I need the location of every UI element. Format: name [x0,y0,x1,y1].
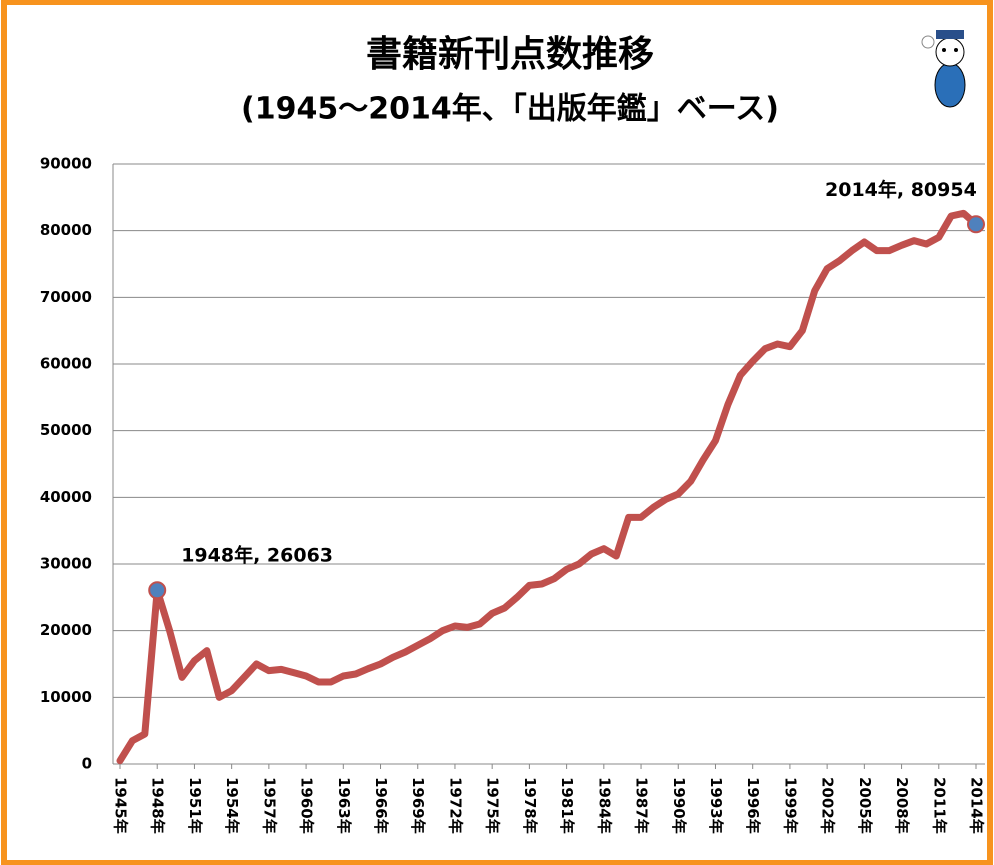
x-tick-label: 1990年 [670,777,688,834]
chart-title: 書籍新刊点数推移 [366,34,654,75]
x-tick-label: 1981年 [558,777,576,834]
y-tick-label: 0 [82,755,92,773]
x-tick-label: 1993年 [707,777,725,834]
chart: 書籍新刊点数推移 (1945〜2014年、「出版年鑑」ベース) 0 10000 20… [0,0,994,865]
x-tick-label: 1945年 [112,777,130,834]
y-tick-label: 70000 [40,288,92,306]
y-tick-label: 20000 [40,621,92,639]
highlight-marker [968,216,984,232]
x-tick-label: 2008年 [893,777,911,834]
y-tick-label: 50000 [40,421,92,439]
x-tick-label: 1975年 [484,777,502,834]
x-tick-label: 2014年 [968,777,986,834]
page: {"chart_data": {"type": "line", "title":… [0,0,994,865]
x-tick-label: 2002年 [819,777,837,834]
x-tick-label: 2005年 [856,777,874,834]
data-label: 2014年, 80954 [825,178,977,201]
x-tick-label: 1996年 [744,777,762,834]
x-tick-label: 1951年 [186,777,204,834]
x-tick-label: 1948年 [149,777,167,834]
x-tick-label: 1978年 [521,777,539,834]
y-tick-label: 40000 [40,488,92,506]
y-tick-label: 90000 [40,155,92,173]
x-tick-label: 1954年 [223,777,241,834]
x-tick-label: 1966年 [372,777,390,834]
x-tick-label: 1957年 [260,777,278,834]
x-tick-label: 2011年 [930,777,948,834]
x-tick-label: 1972年 [446,777,464,834]
data-label: 1948年, 26063 [181,544,333,567]
y-tick-label: 80000 [40,221,92,239]
x-tick-label: 1963年 [335,777,353,834]
x-tick-label: 1984年 [595,777,613,834]
highlight-marker [149,582,165,598]
chart-subtitle: (1945〜2014年、「出版年鑑」ベース) [241,92,779,127]
x-tick-label: 1960年 [298,777,316,834]
x-tick-label: 1999年 [781,777,799,834]
frame [4,2,990,863]
x-tick-label: 1987年 [633,777,651,834]
y-tick-label: 30000 [40,555,92,573]
y-tick-label: 60000 [40,355,92,373]
y-tick-label: 10000 [40,688,92,706]
x-tick-label: 1969年 [409,777,427,834]
